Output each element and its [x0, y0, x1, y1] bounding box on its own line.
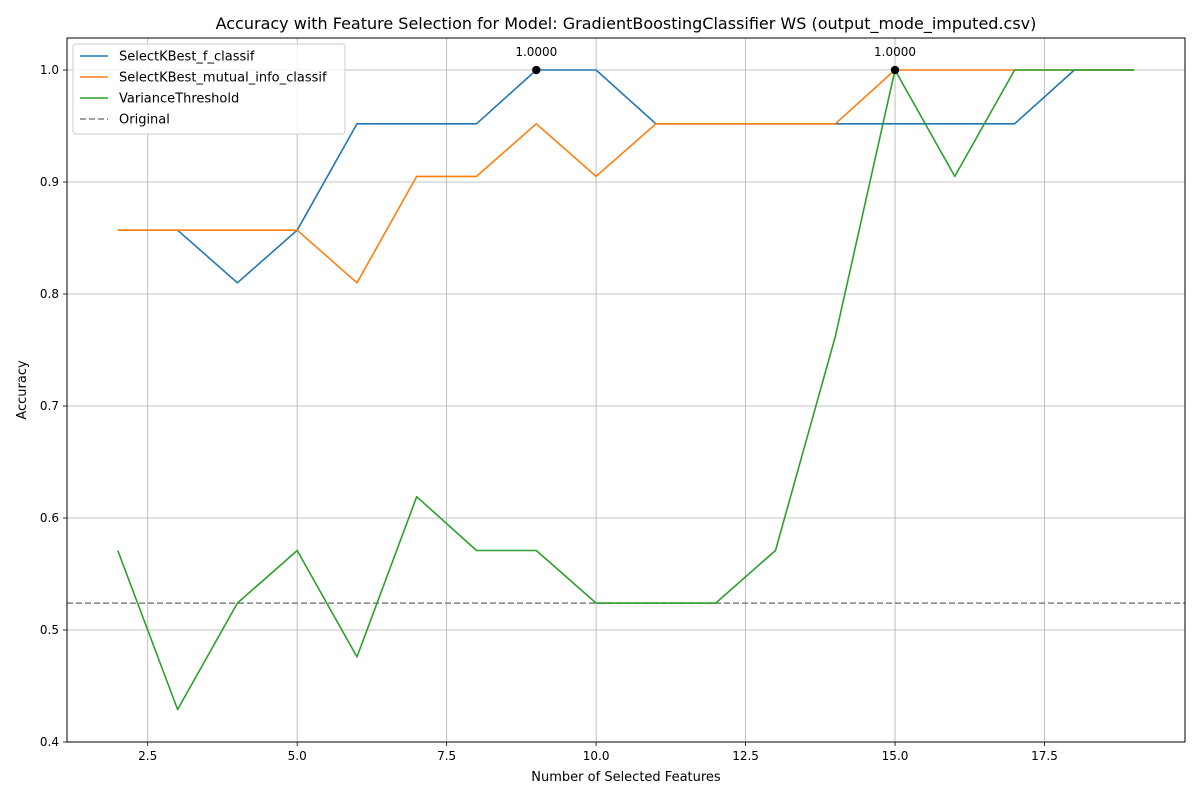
grid-lines — [67, 38, 1185, 743]
x-tick-label: 7.5 — [437, 749, 456, 763]
legend: SelectKBest_f_classif SelectKBest_mutual_… — [72, 43, 346, 135]
y-tick-label: 0.9 — [40, 175, 59, 189]
x-tick-label: 2.5 — [138, 749, 157, 763]
annotations: 1.0000 1.0000 — [515, 45, 916, 75]
annotation-label: 1.0000 — [874, 45, 916, 59]
x-tick-label: 5.0 — [288, 749, 307, 763]
y-tick-label: 0.7 — [40, 399, 59, 413]
chart-title: Accuracy with Feature Selection for Mode… — [216, 14, 1037, 34]
y-tick-label: 0.4 — [40, 735, 59, 749]
x-tick-label: 15.0 — [882, 749, 909, 763]
annotation-point — [532, 65, 541, 75]
y-axis-ticks: 0.4 0.5 0.6 0.7 0.8 0.9 1.0 — [40, 63, 67, 749]
annotation-point — [890, 65, 900, 75]
y-axis-label: Accuracy — [15, 360, 30, 420]
y-tick-label: 1.0 — [40, 63, 59, 77]
y-tick-label: 0.8 — [40, 287, 59, 301]
legend-box — [72, 43, 346, 135]
series-lines — [117, 69, 1135, 711]
x-axis-label: Number of Selected Features — [531, 770, 721, 785]
legend-label: SelectKBest_f_classif — [119, 50, 255, 65]
x-axis-ticks: 2.5 5.0 7.5 10.0 12.5 15.0 17.5 — [138, 742, 1058, 763]
x-tick-label: 12.5 — [732, 749, 759, 763]
legend-label: VarianceThreshold — [119, 92, 239, 107]
legend-label: SelectKBest_mutual_info_classif — [119, 71, 327, 86]
plot-area-frame — [66, 37, 1186, 743]
series-line-variancethreshold — [117, 69, 1135, 711]
legend-label: Original — [119, 113, 170, 128]
y-tick-label: 0.5 — [40, 623, 59, 637]
series-line-selectkbest-mutual-info-classif — [117, 69, 1135, 284]
x-tick-label: 17.5 — [1031, 749, 1058, 763]
series-line-selectkbest-f-classif — [117, 69, 1135, 284]
y-tick-label: 0.6 — [40, 511, 59, 525]
annotation-label: 1.0000 — [515, 45, 557, 59]
x-tick-label: 10.0 — [583, 749, 610, 763]
